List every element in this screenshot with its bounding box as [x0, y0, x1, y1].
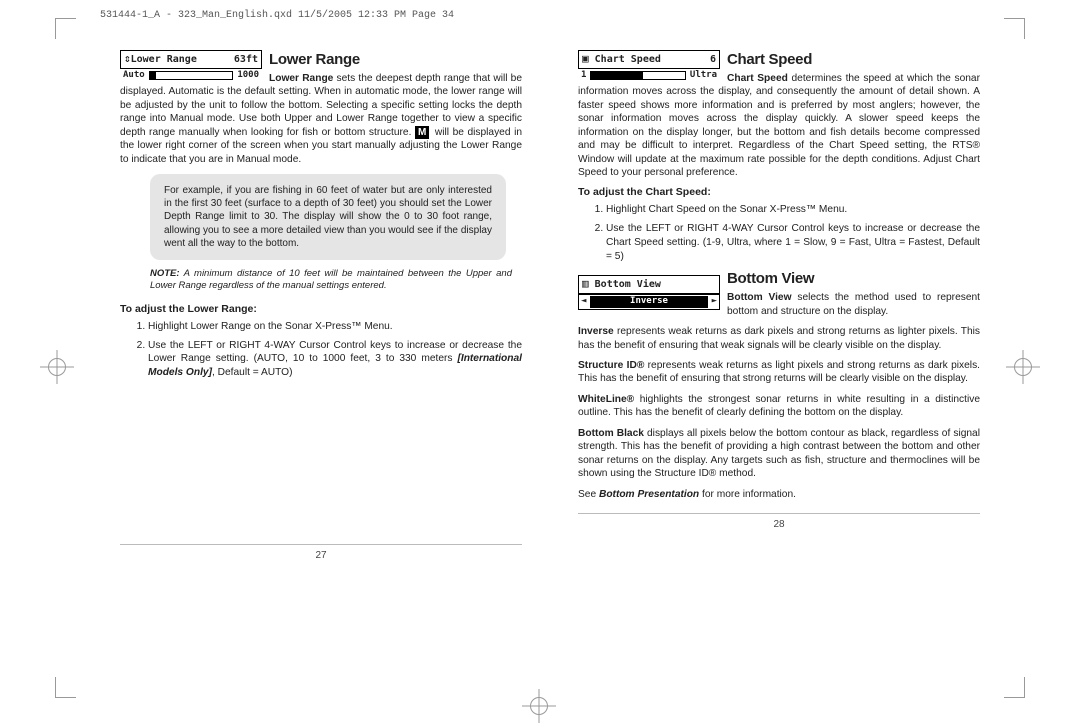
file-header: 531444-1_A - 323_Man_English.qxd 11/5/20… [100, 10, 454, 21]
divider [578, 513, 980, 514]
crop-mark [1004, 18, 1025, 39]
divider [120, 544, 522, 545]
structure-id-body: Structure ID® represents weak returns as… [578, 359, 980, 386]
page-number: 27 [120, 549, 522, 562]
content-area: ⇕Lower Range 63ft Auto 1000 Lower Range … [120, 50, 980, 668]
crop-mark [55, 18, 76, 39]
registration-mark [40, 350, 74, 384]
registration-mark [522, 689, 556, 723]
bottom-view-lcd: ▥ Bottom View ◄ Inverse ► [578, 275, 720, 309]
adjust-lower-steps: Highlight Lower Range on the Sonar X-Pre… [120, 320, 522, 380]
m-badge: M [415, 126, 429, 139]
note-text: NOTE: A minimum distance of 10 feet will… [150, 268, 512, 293]
crop-mark [55, 677, 76, 698]
right-column: ▣ Chart Speed 6 1 Ultra Chart Speed Char… [578, 50, 980, 668]
list-item: Highlight Lower Range on the Sonar X-Pre… [148, 320, 522, 334]
inverse-body: Inverse represents weak returns as dark … [578, 325, 980, 352]
list-item: Use the LEFT or RIGHT 4-WAY Cursor Contr… [148, 339, 522, 380]
list-item: Highlight Chart Speed on the Sonar X-Pre… [606, 203, 980, 217]
adjust-chart-head: To adjust the Chart Speed: [578, 186, 980, 200]
example-box: For example, if you are fishing in 60 fe… [150, 174, 506, 260]
chart-speed-body: Chart Speed determines the speed at whic… [578, 72, 980, 180]
chart-speed-lcd: ▣ Chart Speed 6 1 Ultra [578, 50, 720, 82]
left-column: ⇕Lower Range 63ft Auto 1000 Lower Range … [120, 50, 522, 668]
page-number: 28 [578, 518, 980, 531]
bottom-black-body: Bottom Black displays all pixels below t… [578, 427, 980, 481]
whiteline-body: WhiteLine® highlights the strongest sona… [578, 393, 980, 420]
list-item: Use the LEFT or RIGHT 4-WAY Cursor Contr… [606, 222, 980, 263]
adjust-lower-head: To adjust the Lower Range: [120, 303, 522, 317]
lower-range-body: Lower Range sets the deepest depth range… [120, 72, 522, 166]
registration-mark [1006, 350, 1040, 384]
see-also: See Bottom Presentation for more informa… [578, 488, 980, 501]
crop-mark [1004, 677, 1025, 698]
adjust-chart-steps: Highlight Chart Speed on the Sonar X-Pre… [578, 203, 980, 263]
lower-range-lcd: ⇕Lower Range 63ft Auto 1000 [120, 50, 262, 82]
